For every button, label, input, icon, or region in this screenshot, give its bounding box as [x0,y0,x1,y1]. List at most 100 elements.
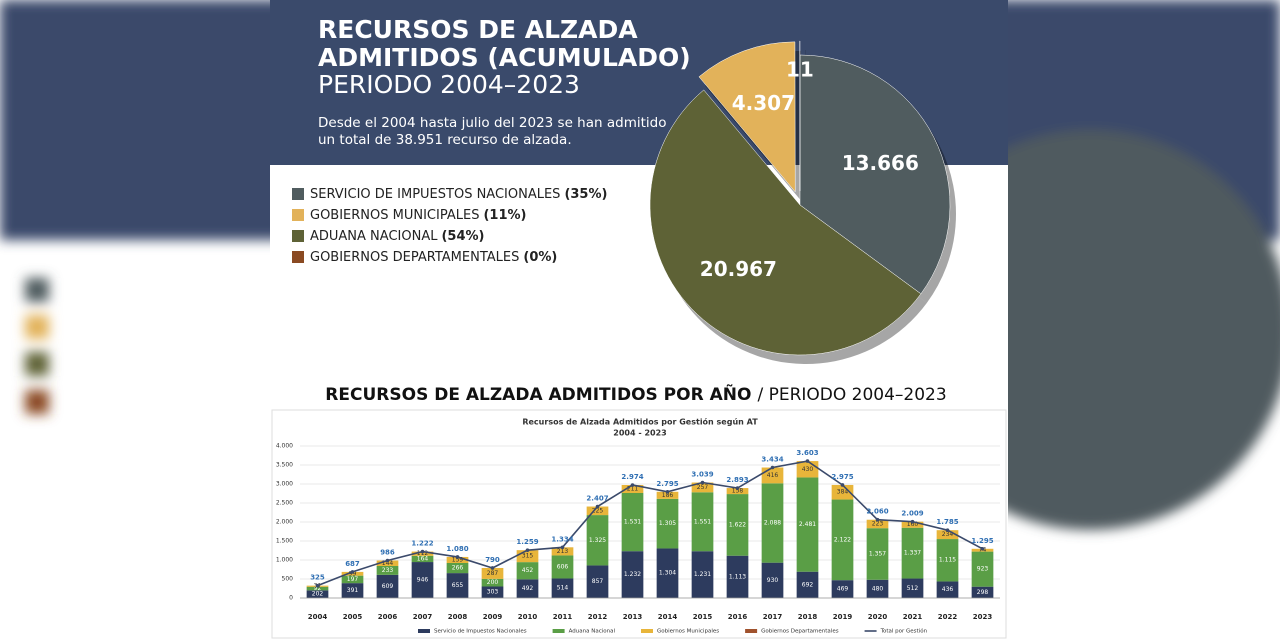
legend-name: GOBIERNOS MUNICIPALES [310,208,479,223]
x-tick-label: 2015 [693,613,713,621]
segment-label: 298 [977,589,989,596]
total-label: 2.974 [621,473,643,481]
bar-segment [901,527,924,579]
segment-label: 233 [382,567,394,574]
bar-segment [691,482,714,493]
segment-label: 1.305 [659,520,676,527]
bar-segment [901,578,924,598]
legend-label: Total por Gestión [880,628,928,635]
segment-label: 211 [627,485,639,492]
legend-percent: (11%) [483,208,526,223]
x-tick-label: 2013 [623,613,643,621]
total-label: 790 [485,556,500,564]
backdrop-swatch [25,278,49,302]
y-tick-label: 3.500 [276,462,293,469]
bar-segment [446,573,469,598]
legend-label: GOBIERNOS MUNICIPALES (11%) [310,208,526,223]
bar-segment [936,530,959,540]
pie-value-label: 20.967 [700,257,777,281]
x-tick-label: 2022 [938,613,958,621]
total-point [350,570,355,574]
bar-segment [621,551,644,598]
segment-label: 430 [802,466,814,473]
bar-segment [586,506,609,516]
total-point [420,549,425,554]
segment-label: 384 [837,489,849,496]
segment-label: 452 [522,567,534,574]
bar-segment [691,551,714,598]
bar-segment [411,551,434,556]
legend-swatch [292,209,304,221]
chart-title: Recursos de Alzada Admitidos por Gestión… [522,417,758,427]
total-point [840,483,845,487]
x-tick-label: 2018 [798,613,818,621]
legend-swatch [641,629,653,633]
total-point [980,546,985,551]
segment-label: 257 [697,484,709,491]
legend-label: Gobiernos Departamentales [761,629,839,635]
segment-label: 391 [347,587,359,594]
section-heading-period: / PERIODO 2004–2023 [757,385,946,405]
bar-segment [341,583,364,598]
segment-label: 606 [557,563,569,570]
segment-label: 930 [767,577,779,584]
total-label: 1.785 [936,518,958,526]
legend-label: GOBIERNOS DEPARTAMENTALES (0%) [310,250,557,265]
segment-label: 655 [452,582,464,589]
bar-segment [341,571,364,576]
bar-segment [551,578,574,598]
segment-label: 99 [349,570,357,577]
total-point [385,558,390,563]
segment-label: 1.531 [624,519,641,526]
legend-percent: (35%) [564,187,607,202]
segment-label: 186 [662,492,674,499]
legend-swatch [292,188,304,200]
pie-value-label: 11 [786,58,814,82]
bar-segment [621,493,644,552]
bar-segment [481,586,504,598]
total-label: 2.893 [726,476,748,484]
total-point [595,504,600,509]
bar-segment [831,499,854,581]
x-tick-label: 2007 [413,613,433,621]
x-tick-label: 2016 [728,613,748,621]
segment-label: 2.481 [799,521,816,528]
bar-segment [306,586,329,591]
total-point [735,486,740,490]
segment-label: 436 [942,586,954,593]
segment-label: 692 [802,581,814,588]
bar-segment [691,492,714,552]
x-tick-label: 2010 [518,613,538,621]
bar-segment [656,548,679,598]
bar-chart: RECURSOS DE ALZADA ADMITIDOS POR AÑO / PE… [276,382,1000,635]
total-point [525,548,530,552]
x-tick-label: 2021 [903,613,923,621]
segment-label: 1.115 [939,557,956,564]
bar-segment [446,563,469,574]
backdrop-swatch [25,352,49,376]
legend-label: Aduana Nacional [569,629,616,635]
total-label: 3.039 [691,471,713,479]
total-label: 1.334 [551,535,573,543]
segment-label: 469 [837,586,849,593]
chart-subtitle: 2004 - 2023 [613,429,666,438]
segment-label: 234 [942,531,954,538]
segment-label: 512 [907,585,919,592]
x-tick-label: 2023 [973,613,993,621]
bar-segment [551,555,574,579]
total-label: 986 [380,549,395,557]
bar-segment [306,590,329,598]
bar-segment [376,566,399,575]
total-label: 2.009 [901,510,923,518]
bar-segment [516,562,539,580]
x-tick-label: 2008 [448,613,468,621]
segment-label: 200 [487,579,499,586]
total-label: 2.407 [586,495,608,503]
x-tick-label: 2011 [553,613,573,621]
segment-label: 158 [732,488,744,495]
segment-label: 416 [767,472,779,479]
bar-segment [726,488,749,495]
segment-label: 609 [382,583,394,590]
bar-segment [726,494,749,556]
